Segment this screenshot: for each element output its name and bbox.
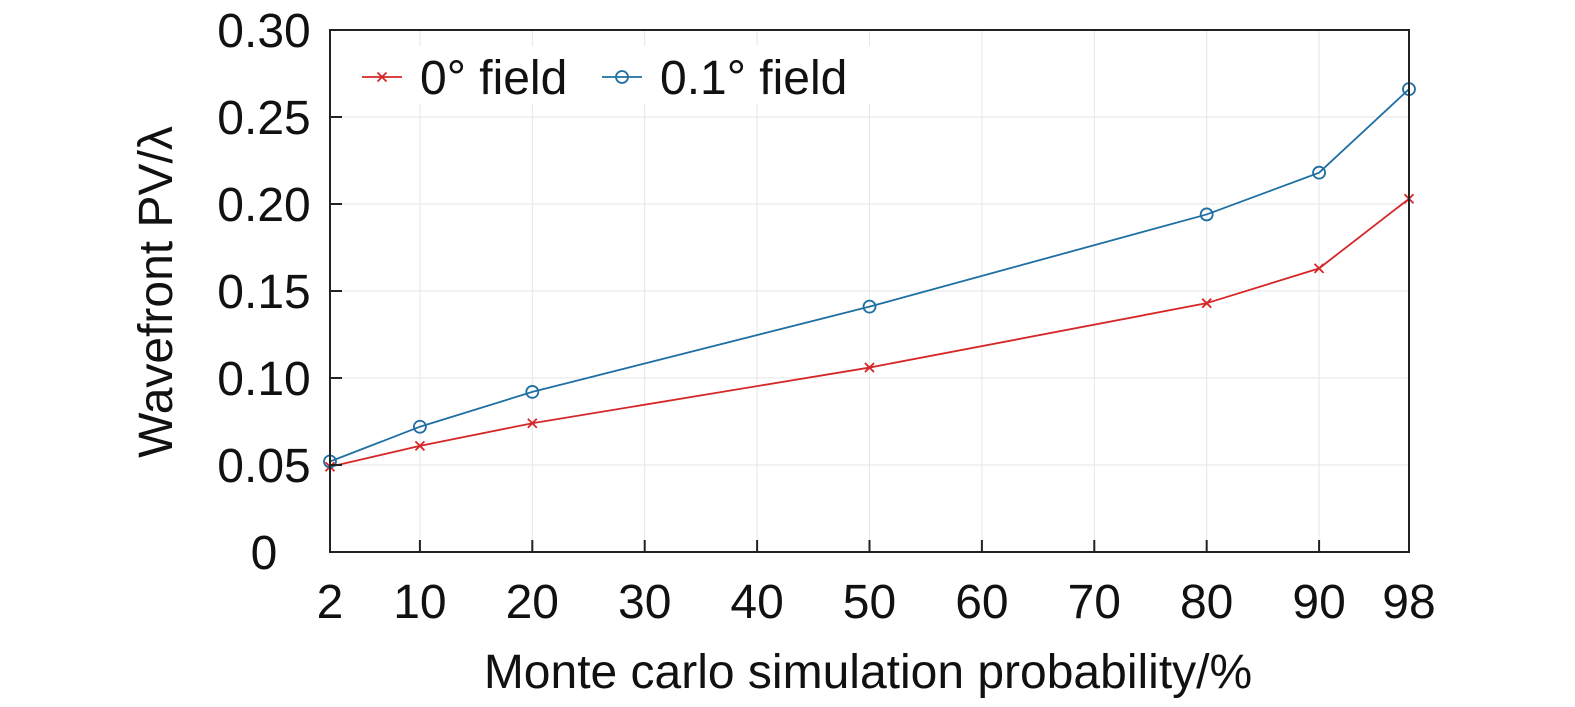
x-tick-label: 98	[1382, 576, 1435, 629]
legend-marker	[376, 71, 388, 83]
legend: 0° field 0.1° field	[350, 46, 870, 105]
legend-marker	[615, 70, 629, 84]
y-tick-label: 0.30	[217, 5, 310, 58]
x-tick-label: 90	[1292, 576, 1345, 629]
x-tick-label: 30	[618, 576, 671, 629]
legend-item-1: 0.1° field	[602, 52, 847, 105]
legend-item-0: 0° field	[362, 52, 567, 105]
series-1	[323, 82, 1416, 469]
axes-layer: 0 0.05 0.10 0.15 0.20 0.25 0.30 2 10 20 30 40 50 60 70…	[217, 5, 1435, 629]
y-tick-label: 0.25	[217, 92, 310, 145]
data-point	[1313, 263, 1325, 274]
data-point	[413, 419, 427, 434]
legend-background	[350, 46, 870, 104]
legend-label: 0.1° field	[660, 52, 847, 105]
data-point	[527, 418, 538, 429]
x-tick-label: 10	[393, 576, 446, 629]
data-point	[1199, 207, 1214, 222]
data-point	[525, 385, 540, 399]
x-axis-title: Monte carlo simulation probability/%	[484, 646, 1252, 699]
x-tick-label: 60	[955, 576, 1008, 629]
series-layer	[323, 82, 1416, 472]
data-point	[1201, 298, 1212, 309]
x-tick-label: 50	[843, 576, 896, 629]
data-point	[862, 299, 877, 314]
y-tick-label: 0.10	[217, 353, 310, 406]
y-tick-label: 0.05	[217, 440, 310, 493]
data-point	[1312, 165, 1326, 180]
y-tick-label: 0.15	[217, 266, 310, 319]
x-tick-label: 20	[506, 576, 559, 629]
legend-label: 0° field	[420, 52, 567, 105]
series-line	[329, 88, 1410, 463]
x-tick-label: 2	[317, 576, 344, 629]
data-point	[864, 362, 875, 373]
y-tick-label: 0.20	[217, 179, 310, 232]
y-axis-title: Wavefront PV/λ	[130, 126, 183, 458]
x-tick-label: 70	[1068, 576, 1121, 629]
x-tick-label: 40	[730, 576, 783, 629]
y-tick-label: 0	[251, 527, 278, 580]
data-point	[414, 440, 426, 451]
x-tick-label: 80	[1180, 576, 1233, 629]
